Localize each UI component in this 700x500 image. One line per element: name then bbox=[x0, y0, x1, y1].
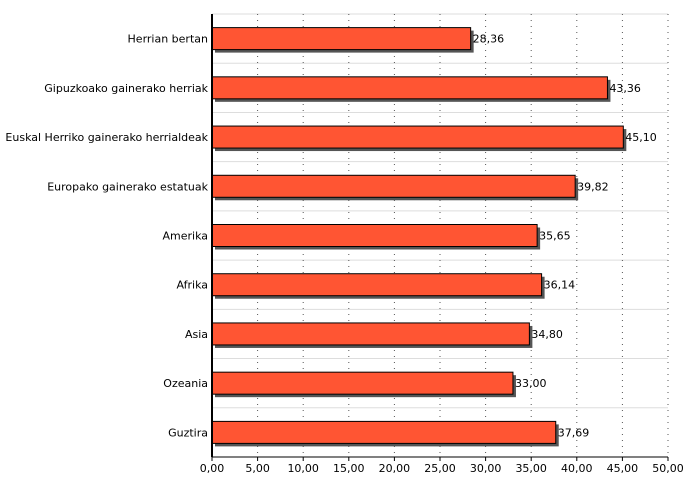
category-label: Herrian bertan bbox=[128, 33, 208, 46]
bar bbox=[211, 273, 543, 297]
x-tick-label: 10,00 bbox=[287, 462, 319, 475]
category-label: Ozeania bbox=[163, 377, 208, 390]
category-label: Guztira bbox=[168, 426, 208, 439]
bar bbox=[211, 27, 472, 51]
category-label: Asia bbox=[185, 328, 208, 341]
category-labels: Herrian bertan Gipuzkoako gainerako herri… bbox=[5, 33, 208, 440]
data-label: 45,10 bbox=[625, 131, 657, 144]
axes bbox=[211, 14, 669, 461]
x-tick-label: 25,00 bbox=[424, 462, 456, 475]
data-label: 28,36 bbox=[473, 33, 505, 46]
data-label: 43,36 bbox=[609, 82, 641, 95]
bar bbox=[211, 125, 624, 149]
data-label: 37,69 bbox=[558, 426, 590, 439]
x-tick-label: 0,00 bbox=[200, 462, 225, 475]
bar bbox=[211, 322, 530, 346]
data-label: 35,65 bbox=[539, 230, 571, 243]
x-tick-label: 50,00 bbox=[652, 462, 684, 475]
category-label: Amerika bbox=[162, 230, 208, 243]
category-label: Afrika bbox=[176, 279, 208, 292]
bar bbox=[211, 174, 576, 198]
data-label: 34,80 bbox=[531, 328, 563, 341]
bar bbox=[211, 420, 557, 444]
x-tick-label: 5,00 bbox=[245, 462, 270, 475]
value-labels: 28,36 43,36 45,10 39,82 35,65 36,14 34,80 33,00… bbox=[473, 33, 657, 440]
bar bbox=[211, 371, 514, 395]
data-label: 39,82 bbox=[577, 180, 609, 193]
bar bbox=[211, 76, 608, 100]
x-tick-label: 45,00 bbox=[607, 462, 639, 475]
x-tick-label: 35,00 bbox=[515, 462, 547, 475]
x-tick-label: 30,00 bbox=[470, 462, 502, 475]
x-tick-labels: 0,00 5,00 10,00 15,00 20,00 25,00 30,00 35,00 40… bbox=[200, 462, 684, 475]
x-tick-label: 20,00 bbox=[379, 462, 411, 475]
category-label: Gipuzkoako gainerako herriak bbox=[44, 82, 208, 95]
data-label: 33,00 bbox=[515, 377, 547, 390]
x-tick-label: 40,00 bbox=[561, 462, 593, 475]
x-tick-label: 15,00 bbox=[333, 462, 365, 475]
data-label: 36,14 bbox=[544, 279, 576, 292]
category-label: Euskal Herriko gainerako herrialdeak bbox=[5, 131, 208, 144]
bar bbox=[211, 224, 538, 247]
category-label: Europako gainerako estatuak bbox=[47, 180, 208, 193]
